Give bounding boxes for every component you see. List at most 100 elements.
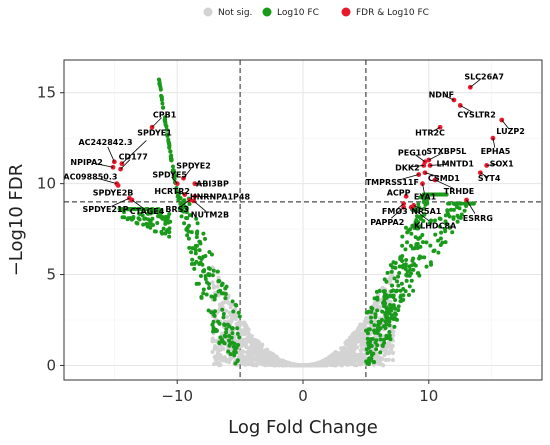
point-log10-fc [206, 266, 211, 271]
point-log10-fc [160, 101, 165, 106]
gene-labels: CPB1 AC242842.3 SPDYE1 CD177 NPIPA2 AC098850.… [63, 72, 524, 230]
point-log10-fc [230, 331, 235, 336]
point-not-sig [358, 355, 364, 360]
point-log10-fc [438, 236, 443, 241]
gene-label: NPIPA2 [70, 158, 102, 167]
label-connector [121, 140, 147, 164]
point-not-sig [372, 318, 378, 323]
point-log10-fc [411, 288, 416, 293]
point-log10-fc [155, 210, 160, 215]
point-log10-fc [195, 229, 200, 234]
point-log10-fc [150, 207, 155, 212]
label-connector [432, 126, 441, 132]
point-log10-fc [142, 216, 147, 221]
point-log10-fc [187, 213, 192, 218]
point-log10-fc [433, 218, 437, 223]
point-log10-fc [471, 201, 476, 206]
point-not-sig [317, 360, 322, 366]
point-log10-fc [182, 221, 187, 226]
point-not-sig [358, 336, 363, 341]
point-log10-fc [207, 250, 212, 255]
point-not-sig [351, 353, 357, 358]
point-log10-fc [209, 252, 214, 257]
point-not-sig [222, 355, 227, 360]
point-log10-fc [221, 312, 226, 317]
point-log10-fc [204, 292, 209, 297]
x-tick-label: 0 [298, 387, 308, 405]
point-log10-fc [398, 255, 403, 260]
point-log10-fc [467, 201, 472, 206]
y-tick-label: 10 [37, 175, 56, 193]
point-not-sig [211, 285, 217, 290]
point-log10-fc [374, 338, 379, 343]
point-log10-fc [158, 87, 163, 92]
point-not-sig [388, 299, 393, 305]
point-log10-fc [213, 293, 218, 298]
gene-label: SYT4 [478, 174, 501, 183]
point-log10-fc [170, 164, 175, 169]
point-log10-fc [369, 309, 374, 314]
point-not-sig [234, 321, 239, 327]
point-log10-fc [368, 337, 373, 342]
point-log10-fc [414, 242, 419, 247]
gene-label: CYSLTR2 [457, 111, 495, 120]
point-log10-fc [163, 122, 168, 127]
point-not-sig [210, 280, 215, 285]
point-not-sig [375, 360, 380, 366]
point-not-sig [376, 354, 381, 359]
point-not-sig [390, 357, 395, 363]
point-log10-fc [167, 234, 172, 239]
point-log10-fc [190, 257, 195, 262]
point-log10-fc [235, 326, 240, 331]
point-log10-fc [217, 279, 222, 284]
gene-label: SPDYE1 [137, 129, 172, 138]
point-log10-fc [373, 315, 378, 320]
legend-label-log10-fc: Log10 FC [277, 8, 319, 18]
point-log10-fc [151, 223, 156, 228]
point-log10-fc [371, 359, 376, 364]
point-not-sig [254, 352, 259, 357]
point-log10-fc [157, 81, 162, 86]
point-not-sig [372, 301, 377, 306]
point-log10-fc [404, 278, 409, 283]
point-log10-fc [184, 206, 189, 211]
point-log10-fc [436, 238, 441, 243]
gene-label: HCRTR2 [154, 187, 190, 196]
point-log10-fc [155, 221, 160, 226]
gene-label: SPDYE2 [176, 161, 211, 170]
point-log10-fc [443, 192, 448, 197]
legend: Not sig. Log10 FC FDR & Log10 FC [203, 7, 429, 18]
legend-label-not-sig: Not sig. [218, 8, 252, 18]
point-log10-fc [137, 212, 142, 217]
point-log10-fc [216, 319, 221, 324]
point-log10-fc [196, 281, 201, 286]
point-log10-fc [387, 311, 392, 316]
point-not-sig [240, 349, 246, 354]
point-log10-fc [378, 333, 383, 338]
point-log10-fc [374, 347, 379, 352]
point-log10-fc [388, 337, 393, 342]
point-log10-fc [185, 216, 190, 221]
point-log10-fc [206, 286, 211, 291]
point-log10-fc [448, 207, 453, 212]
point-log10-fc [404, 257, 409, 262]
point-log10-fc [217, 340, 222, 345]
point-log10-fc [439, 230, 444, 235]
point-log10-fc [416, 207, 421, 212]
point-log10-fc [393, 311, 398, 316]
label-connector [396, 203, 404, 210]
point-not-sig [254, 361, 260, 366]
gene-label: EPHA5 [481, 147, 511, 156]
point-log10-fc [366, 345, 371, 350]
point-not-sig [349, 356, 354, 361]
point-log10-fc [222, 323, 227, 328]
point-not-sig [352, 330, 357, 335]
point-log10-fc [121, 210, 126, 215]
point-not-sig [289, 363, 294, 368]
point-log10-fc [366, 361, 371, 366]
point-log10-fc [184, 210, 189, 215]
point-log10-fc [172, 177, 177, 182]
label-connector [96, 177, 117, 185]
gene-label: LMNTD1 [436, 160, 474, 169]
point-not-sig [244, 324, 249, 330]
